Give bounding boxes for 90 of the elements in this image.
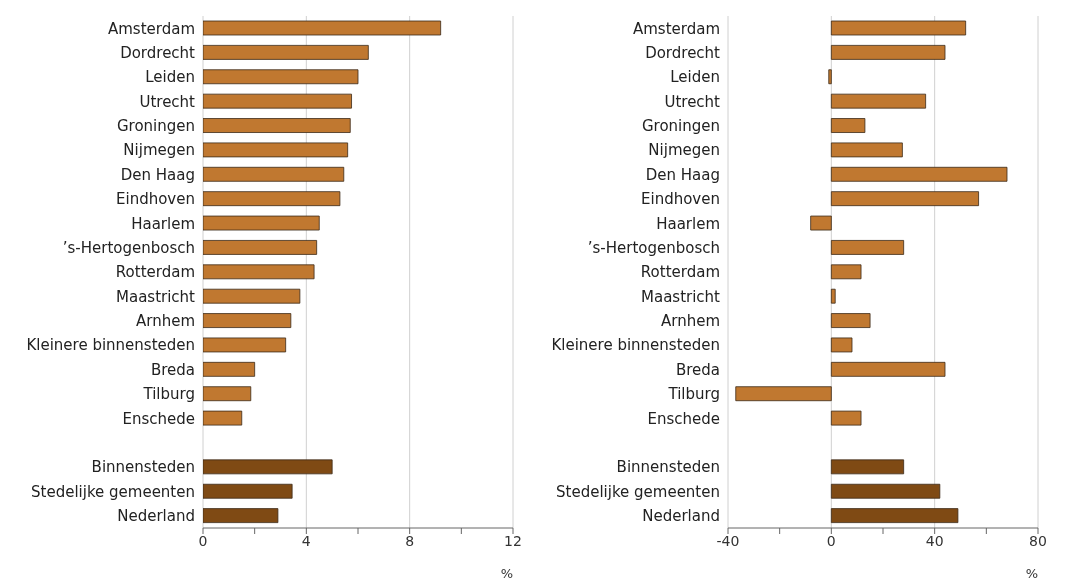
bar bbox=[735, 386, 832, 402]
bar bbox=[203, 166, 345, 182]
bar bbox=[203, 410, 243, 426]
y-tick-label: Nijmegen bbox=[123, 141, 195, 160]
bar bbox=[203, 240, 318, 255]
x-tick-label: 0 bbox=[198, 532, 208, 549]
y-tick-label: Haarlem bbox=[656, 214, 720, 233]
x-tick-label: 12 bbox=[504, 532, 522, 549]
bar bbox=[830, 118, 866, 133]
bar bbox=[828, 69, 832, 85]
bar bbox=[203, 142, 349, 158]
y-tick-label: Kleinere binnensteden bbox=[551, 336, 720, 355]
bar bbox=[830, 240, 905, 255]
bar bbox=[830, 410, 862, 426]
bar bbox=[830, 483, 941, 499]
y-tick-label: Kleinere binnensteden bbox=[26, 336, 195, 355]
bar bbox=[203, 264, 315, 280]
y-tick-label: Breda bbox=[675, 360, 720, 379]
y-tick-label: Nederland bbox=[117, 507, 195, 526]
bar bbox=[203, 118, 351, 133]
bar bbox=[203, 459, 333, 475]
y-tick-label: Tilburg bbox=[667, 385, 720, 404]
y-tick-label: Binnensteden bbox=[91, 458, 195, 477]
y-tick-label: Rotterdam bbox=[115, 263, 195, 282]
x-tick-label: 40 bbox=[925, 532, 944, 549]
y-tick-label: Den Haag bbox=[645, 165, 720, 184]
y-tick-label: Maastricht bbox=[116, 287, 196, 306]
y-tick-label: Eindhoven bbox=[116, 190, 195, 209]
bar bbox=[830, 166, 1008, 182]
y-tick-label: Amsterdam bbox=[107, 19, 195, 38]
x-tick-label: 0 bbox=[826, 532, 836, 549]
x-axis-title: % bbox=[1025, 566, 1038, 581]
y-tick-label: Amsterdam bbox=[632, 19, 720, 38]
y-tick-label: Arnhem bbox=[135, 312, 195, 331]
bar bbox=[203, 508, 279, 524]
bar bbox=[830, 508, 959, 524]
bar bbox=[203, 313, 292, 328]
y-tick-label: Enschede bbox=[647, 409, 720, 428]
y-tick-label: Leiden bbox=[145, 68, 195, 87]
y-tick-label: Stedelijke gemeenten bbox=[556, 482, 720, 501]
bar bbox=[203, 69, 359, 85]
y-tick-label: Breda bbox=[150, 360, 195, 379]
bar bbox=[830, 337, 853, 353]
y-tick-label: ’s-Hertogenbosch bbox=[587, 238, 720, 257]
bar bbox=[830, 459, 905, 475]
bar bbox=[203, 386, 252, 402]
x-tick-label: -40 bbox=[716, 532, 740, 549]
y-tick-label: Arnhem bbox=[660, 312, 720, 331]
bar bbox=[203, 191, 341, 207]
y-tick-label: Utrecht bbox=[139, 92, 196, 111]
bar bbox=[203, 20, 442, 36]
y-tick-label: Groningen bbox=[641, 117, 720, 136]
y-tick-label: ’s-Hertogenbosch bbox=[62, 238, 195, 257]
x-tick-label: 4 bbox=[301, 532, 311, 549]
bar bbox=[830, 44, 946, 60]
y-tick-label: Rotterdam bbox=[640, 263, 720, 282]
bar bbox=[830, 191, 979, 207]
bar bbox=[203, 361, 256, 377]
bar bbox=[830, 313, 871, 328]
bar bbox=[203, 93, 352, 109]
y-tick-label: Tilburg bbox=[142, 385, 195, 404]
bar bbox=[830, 142, 903, 158]
bar bbox=[830, 20, 967, 36]
y-tick-label: Maastricht bbox=[641, 287, 721, 306]
y-tick-label: Dordrecht bbox=[120, 43, 196, 62]
bar bbox=[203, 215, 320, 231]
x-tick-label: 8 bbox=[405, 532, 415, 549]
y-tick-label: Den Haag bbox=[120, 165, 195, 184]
y-tick-label: Utrecht bbox=[664, 92, 721, 111]
y-tick-label: Eindhoven bbox=[641, 190, 720, 209]
bar bbox=[203, 44, 369, 60]
y-tick-label: Nijmegen bbox=[648, 141, 720, 160]
bar bbox=[810, 215, 832, 231]
bar bbox=[830, 93, 927, 109]
y-tick-label: Groningen bbox=[116, 117, 195, 136]
bar bbox=[830, 288, 836, 304]
y-tick-label: Binnensteden bbox=[616, 458, 720, 477]
y-tick-label: Stedelijke gemeenten bbox=[31, 482, 195, 501]
y-tick-label: Nederland bbox=[642, 507, 720, 526]
bar bbox=[830, 264, 862, 280]
y-tick-label: Dordrecht bbox=[645, 43, 721, 62]
bar bbox=[203, 483, 293, 499]
bar bbox=[830, 361, 946, 377]
bar bbox=[203, 288, 301, 304]
x-axis-title: % bbox=[500, 566, 513, 581]
y-tick-label: Enschede bbox=[122, 409, 195, 428]
y-tick-label: Leiden bbox=[670, 68, 720, 87]
x-tick-label: 80 bbox=[1029, 532, 1047, 549]
bar bbox=[203, 337, 287, 353]
y-tick-label: Haarlem bbox=[131, 214, 195, 233]
